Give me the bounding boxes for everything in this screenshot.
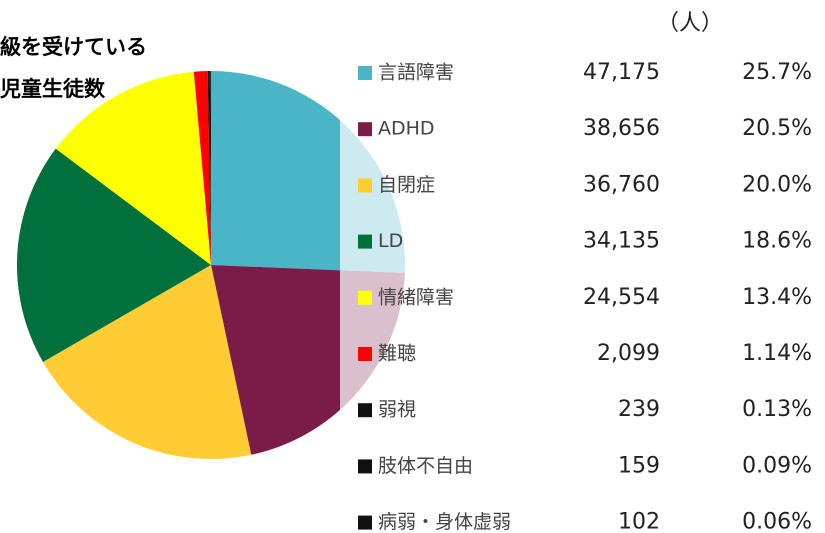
value-label: 2,099 [597, 341, 660, 366]
legend-swatch [358, 459, 372, 474]
legend-label: 自閉症 [378, 174, 435, 196]
percent-label: 13.4% [742, 285, 812, 310]
legend-swatch [358, 403, 372, 418]
value-label: 239 [618, 397, 660, 422]
legend-label: 情緒障害 [378, 286, 454, 308]
pie-slice [210, 71, 211, 265]
value-label: 159 [618, 453, 660, 478]
pie-slice [16, 148, 211, 362]
percent-label: 18.6% [742, 229, 812, 254]
legend-label: 難聴 [378, 343, 416, 365]
value-label: 102 [618, 510, 660, 533]
percent-label: 0.06% [742, 510, 812, 533]
percent-label: 20.0% [742, 172, 812, 197]
percent-label: 0.13% [742, 397, 812, 422]
value-label: 38,656 [583, 116, 660, 141]
pie-slice [193, 71, 211, 265]
value-label: 24,554 [583, 285, 660, 310]
value-label: 34,135 [583, 229, 660, 254]
legend-label: 言語障害 [378, 62, 454, 84]
legend-label: LD [378, 230, 403, 252]
value-label: 36,760 [583, 172, 660, 197]
pie-slice [42, 265, 252, 459]
percent-label: 0.09% [742, 453, 812, 478]
value-label: 47,175 [583, 60, 660, 85]
percent-label: 25.7% [742, 60, 812, 85]
legend-backdrop [340, 60, 825, 533]
legend-label: 弱視 [378, 399, 416, 421]
unit-label: （人） [657, 11, 723, 36]
legend-swatch [358, 178, 372, 193]
pie-slice [55, 71, 212, 265]
legend-swatch [358, 66, 372, 80]
pie-slice [207, 71, 211, 265]
chart-title: 児童生徒数 [0, 77, 106, 101]
legend-swatch [358, 122, 372, 137]
legend-swatch [358, 290, 372, 305]
legend-label: ADHD [378, 118, 435, 140]
chart-title: 級を受けている [0, 35, 147, 59]
percent-label: 20.5% [742, 116, 812, 141]
legend-label: 肢体不自由 [378, 455, 473, 477]
legend-label: 病弱・身体虚弱 [378, 511, 511, 533]
pie-slice [209, 71, 211, 265]
percent-label: 1.14% [742, 341, 812, 366]
legend-swatch [358, 347, 372, 361]
legend-swatch [358, 515, 372, 530]
legend-swatch [358, 234, 372, 249]
